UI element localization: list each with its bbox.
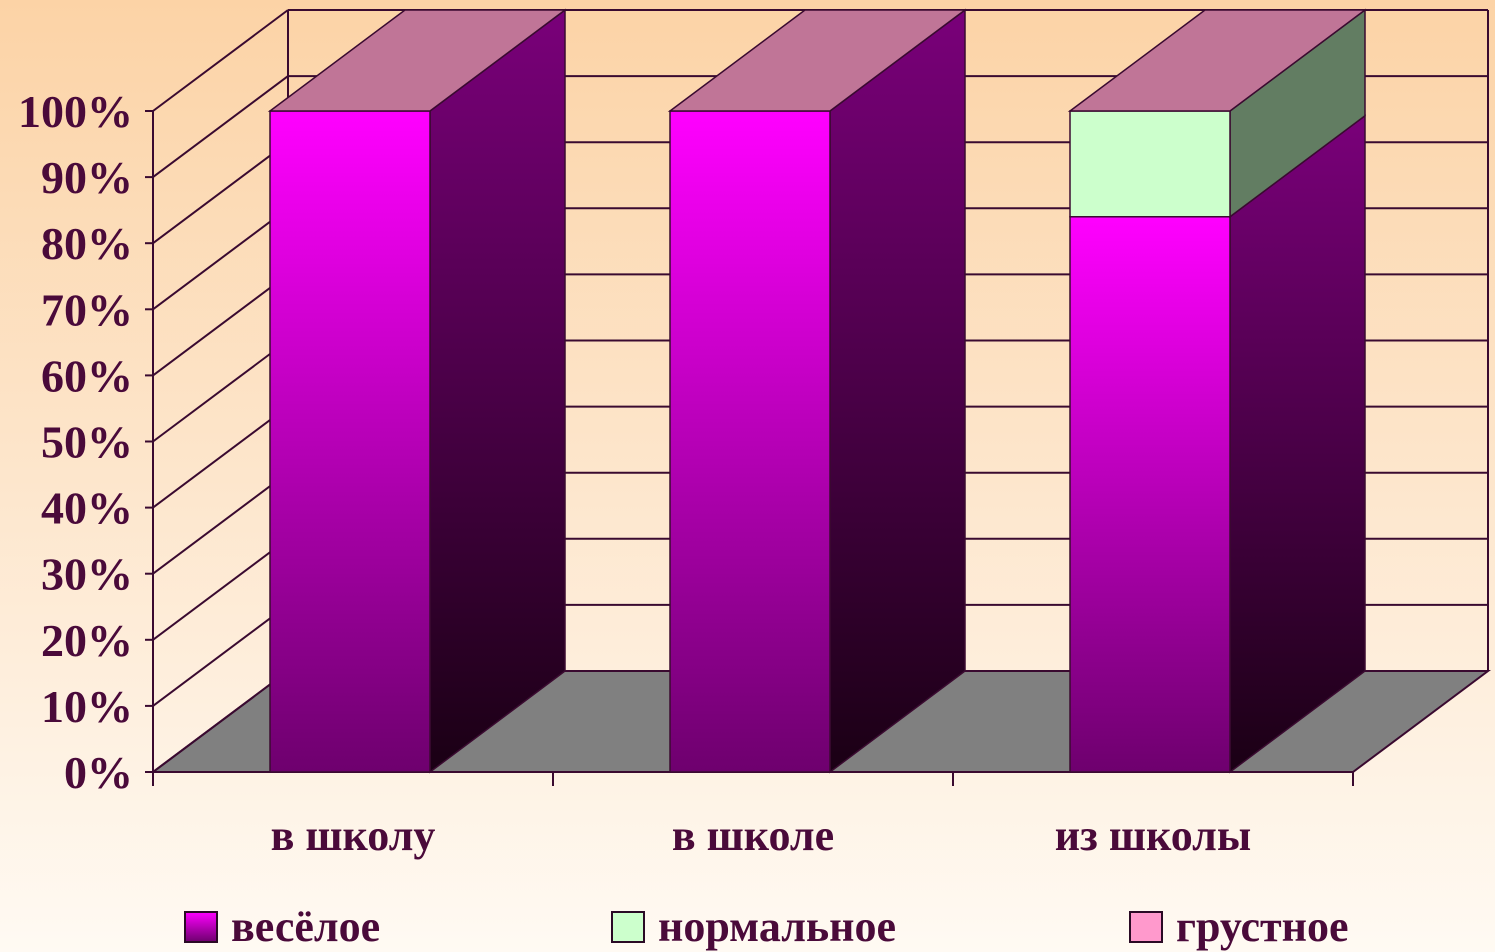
legend-label: грустное [1176,902,1349,951]
gridline-side [152,273,289,377]
legend-swatch [184,911,218,943]
bar-segment-весёлое [269,110,431,773]
gridline-side [152,537,289,641]
y-tick-label: 70% [41,284,133,335]
bar-side-весёлое [829,8,966,774]
gridline-side [152,339,289,443]
bar-top [1067,9,1368,112]
gridline-side [152,207,289,311]
legend-label: нормальное [658,902,896,951]
bar-side-весёлое [1229,114,1366,774]
x-category-label: в школу [271,811,436,860]
legend-label: весёлое [231,902,380,951]
gridline-side [152,405,289,509]
gridline-side [152,670,289,773]
gridline-side [152,471,289,575]
gridline-side [152,75,289,178]
y-tick-label: 0% [64,747,133,798]
bar-segment-нормальное [1069,110,1231,218]
legend-swatch [1129,911,1163,943]
legend-swatch [611,911,645,943]
y-tick-label: 60% [41,350,133,401]
y-tick-label: 30% [41,549,133,600]
x-category-label: из школы [1055,811,1251,860]
gridline-side [152,141,289,245]
bar-top [267,9,568,112]
bar-side-весёлое [429,8,566,774]
y-tick-label: 80% [41,218,133,269]
bar-segment-весёлое [1069,216,1231,773]
bar-segment-весёлое [669,110,831,773]
y-tick-label: 90% [41,152,133,203]
gridline-side [152,9,289,112]
y-tick-label: 20% [41,615,133,666]
y-tick-label: 40% [41,483,133,534]
bar-top [667,9,968,112]
y-tick-label: 10% [41,681,133,732]
y-tick-label: 50% [41,417,133,468]
y-tick-label: 100% [18,86,133,137]
gridline-side [152,604,289,707]
x-category-label: в школе [672,811,834,860]
